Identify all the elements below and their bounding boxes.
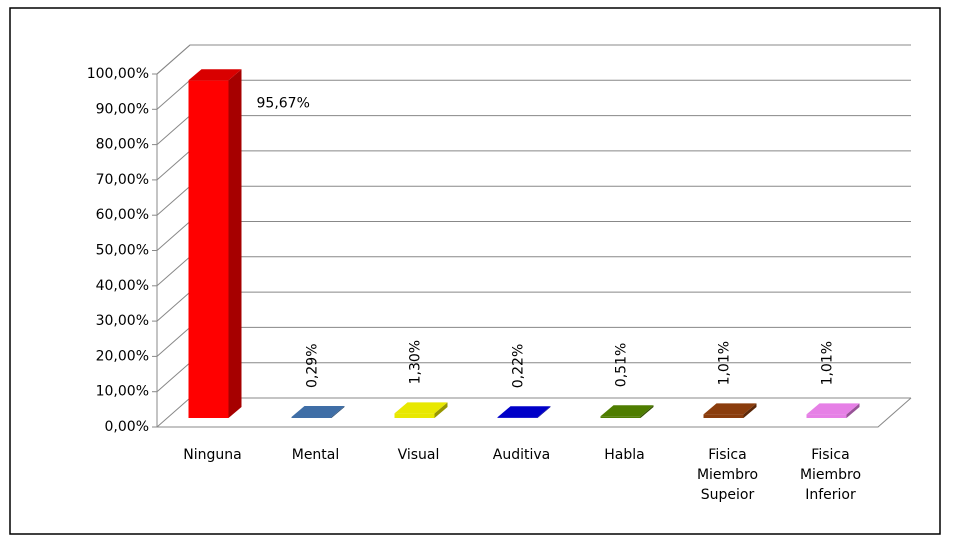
x-tick-label: Visual <box>398 447 440 463</box>
y-tick-label: 80,00% <box>96 137 149 153</box>
x-tick-label: Habla <box>604 447 644 463</box>
bar-side <box>743 403 757 418</box>
y-tick-label: 40,00% <box>96 278 149 294</box>
bar-side <box>434 402 448 418</box>
bar-front <box>600 416 641 418</box>
bar-side <box>228 69 242 418</box>
bar-top <box>394 402 448 414</box>
y-tick-label: 70,00% <box>96 172 149 188</box>
bar-top <box>291 405 345 417</box>
bar <box>806 403 860 418</box>
y-tick-label: 10,00% <box>96 384 149 400</box>
bar-top <box>703 403 757 415</box>
x-tick-label: Ninguna <box>183 447 241 463</box>
bar-front <box>806 414 847 418</box>
bar-front <box>497 417 538 418</box>
bar-front <box>188 80 229 418</box>
bar <box>703 403 757 418</box>
bar-side <box>537 406 551 418</box>
y-tick-label: 20,00% <box>96 348 149 364</box>
bar-side <box>640 405 654 418</box>
floor <box>157 397 912 428</box>
bar-top <box>600 405 654 417</box>
bar-top <box>497 406 551 418</box>
bar-side <box>846 403 860 418</box>
bar-front <box>394 413 435 418</box>
y-tick-label: 30,00% <box>96 313 149 329</box>
bar <box>600 405 654 418</box>
y-tick-label: 60,00% <box>96 207 149 223</box>
y-tick-label: 100,00% <box>87 66 149 82</box>
value-label: 95,67% <box>257 95 310 111</box>
bar-top <box>806 403 860 415</box>
value-label: 1,01% <box>820 341 836 385</box>
value-label: 0,29% <box>305 343 321 387</box>
bar <box>394 402 448 418</box>
bar-top <box>188 69 242 81</box>
bar-front <box>703 414 744 418</box>
value-label: 0,22% <box>511 344 527 388</box>
bar-front <box>291 416 332 418</box>
value-label: 1,01% <box>717 341 733 385</box>
y-tick-label: 0,00% <box>105 419 149 435</box>
x-tick-label: Auditiva <box>493 447 550 463</box>
bar <box>291 405 345 418</box>
y-tick-label: 50,00% <box>96 243 149 259</box>
grid-line <box>156 44 911 75</box>
chart-frame <box>9 7 941 535</box>
x-tick-label: Fisica Miembro Inferior <box>800 447 861 503</box>
x-tick-label: Mental <box>292 447 340 463</box>
value-label: 1,30% <box>408 340 424 384</box>
bar <box>188 69 242 418</box>
x-tick-label: Fisica Miembro Supeior <box>697 447 758 503</box>
value-label: 0,51% <box>614 343 630 387</box>
bar <box>497 406 551 418</box>
bar-side <box>331 405 345 418</box>
y-tick-label: 90,00% <box>96 101 149 117</box>
